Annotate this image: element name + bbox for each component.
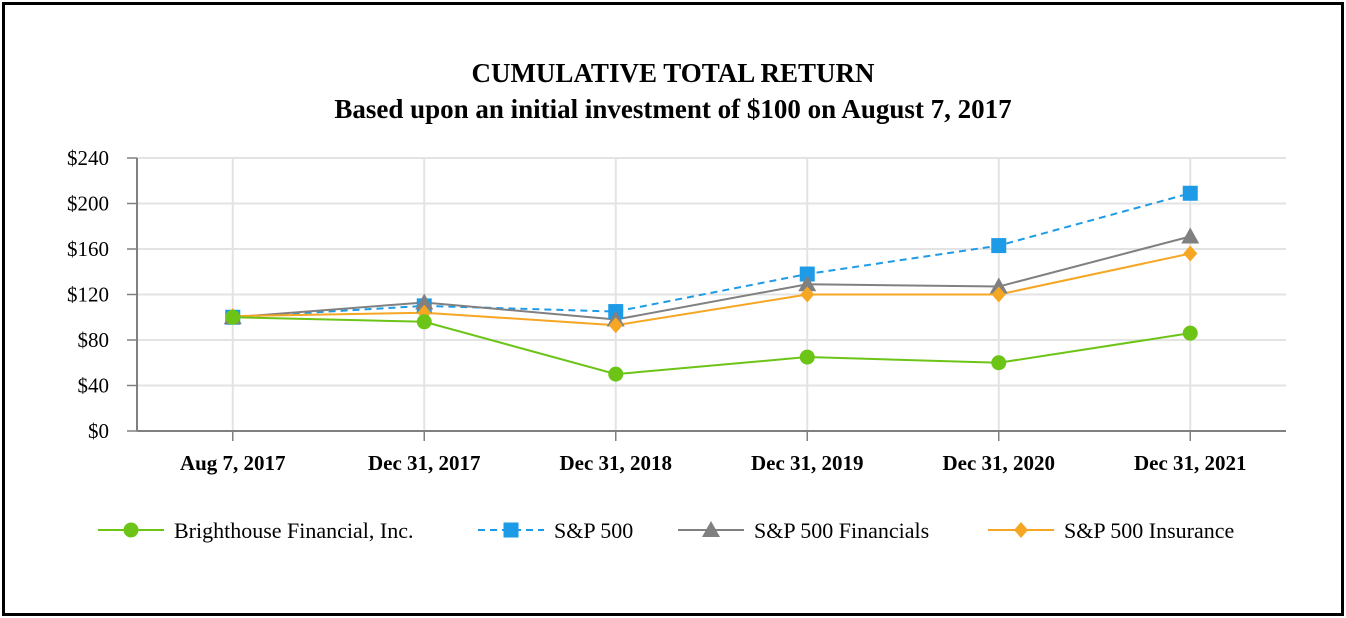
data-point-brighthouse-financial-inc (1182, 325, 1198, 341)
data-point-sandp-500-financials (989, 277, 1008, 294)
x-tick-label: Dec 31, 2020 (942, 451, 1055, 475)
legend-item-sandp-500: S&P 500 (478, 518, 633, 543)
y-tick-label: $80 (78, 328, 110, 352)
legend-label: S&P 500 Insurance (1064, 518, 1234, 543)
chart-subtitle: Based upon an initial investment of $100… (334, 94, 1011, 124)
data-point-brighthouse-financial-inc (225, 309, 241, 325)
data-point-sandp-500-financials (415, 293, 434, 310)
grid (137, 157, 1286, 431)
chart-title: CUMULATIVE TOTAL RETURN (471, 58, 875, 88)
data-point-sandp-500 (799, 266, 815, 282)
x-tick-label: Dec 31, 2017 (368, 451, 481, 475)
legend-label: Brighthouse Financial, Inc. (174, 518, 414, 543)
data-point-sandp-500-insurance (608, 317, 623, 334)
data-point-sandp-500-insurance (800, 286, 815, 303)
data-point-sandp-500-financials (798, 275, 817, 292)
legend-marker (1014, 522, 1028, 538)
data-point-sandp-500-insurance (1183, 245, 1198, 262)
y-tick-label: $40 (78, 374, 110, 398)
data-point-brighthouse-financial-inc (608, 366, 624, 382)
y-tick-label: $120 (67, 283, 109, 307)
series-line-sandp-500-financials (232, 235, 1191, 321)
axes: $0 $40 $80 $120 $160 $200 $240 Aug 7, 2017 Dec 3… (67, 146, 1286, 475)
series-line-brighthouse-financial-inc (232, 316, 1191, 376)
y-tick-label: $200 (67, 192, 109, 216)
x-tick-label: Aug 7, 2017 (180, 451, 286, 475)
data-point-sandp-500-financials (1181, 227, 1200, 244)
y-tick-label: $240 (67, 146, 109, 170)
legend-label: S&P 500 (554, 518, 633, 543)
legend-marker (123, 522, 139, 538)
data-point-sandp-500-insurance (991, 286, 1006, 303)
y-tick-label: $160 (67, 237, 109, 261)
series-line-sandp-500-insurance (232, 252, 1191, 327)
series (223, 185, 1200, 382)
data-point-brighthouse-financial-inc (991, 355, 1007, 371)
legend-marker (503, 522, 519, 538)
x-tick-label: Dec 31, 2018 (559, 451, 672, 475)
legend-item-sandp-500-insurance: S&P 500 Insurance (988, 518, 1234, 543)
legend: Brighthouse Financial, Inc. S&P 500 S&P 50… (98, 518, 1234, 543)
data-point-sandp-500 (1182, 185, 1198, 201)
x-tick-label: Dec 31, 2021 (1134, 451, 1247, 475)
y-tick-label: $0 (88, 419, 109, 443)
data-point-sandp-500 (991, 238, 1007, 254)
legend-item-brighthouse-financial-inc: Brighthouse Financial, Inc. (98, 518, 414, 543)
data-point-brighthouse-financial-inc (416, 314, 432, 330)
legend-marker (702, 521, 720, 537)
data-point-brighthouse-financial-inc (799, 349, 815, 365)
legend-label: S&P 500 Financials (754, 518, 929, 543)
legend-item-sandp-500-financials: S&P 500 Financials (678, 518, 929, 543)
x-tick-label: Dec 31, 2019 (751, 451, 864, 475)
series-line-sandp-500 (232, 192, 1191, 319)
